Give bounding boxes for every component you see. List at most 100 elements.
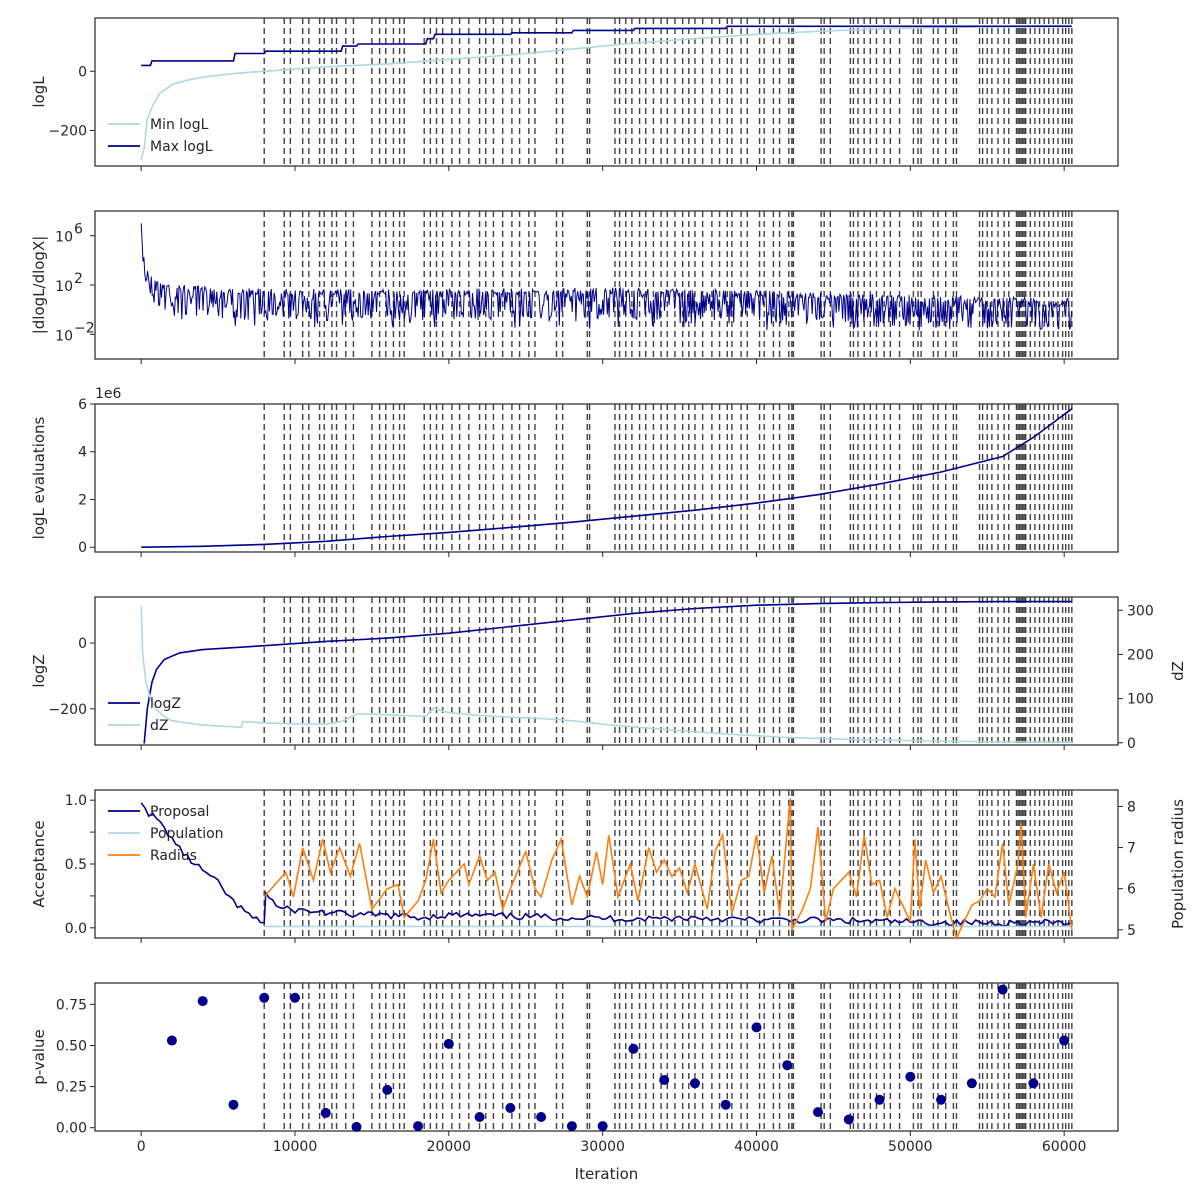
y-tick-label: 0.25 (56, 1080, 87, 1096)
data-point (936, 1094, 947, 1105)
data-point (505, 1102, 516, 1113)
x-tick-label: 0 (137, 1139, 146, 1155)
plot-frame (94, 789, 1119, 939)
panel-gradient: 10 610 210 −2|dlogL/dlogX| (30, 210, 1119, 364)
legend-label: Min logL (150, 117, 209, 133)
series-line (140, 802, 1073, 927)
data-point (228, 1099, 239, 1110)
y-tick-label: 10 (55, 279, 73, 295)
y-tick-label-right: 0 (1127, 736, 1136, 752)
y-tick-label: 2 (78, 492, 87, 508)
plot-frame (94, 210, 1119, 360)
y-axis-label-right: Population radius (1169, 799, 1187, 929)
series-line (140, 605, 1072, 743)
legend-label: dZ (150, 718, 168, 734)
y-tick-label: −200 (49, 702, 87, 718)
y-tick-label-right: 300 (1127, 603, 1154, 619)
y-axis-label: Acceptance (30, 820, 48, 907)
series-line (141, 25, 1072, 67)
x-tick-label: 30000 (580, 1139, 625, 1155)
y-tick-label: −200 (49, 123, 87, 139)
y-tick-label-right: 8 (1127, 799, 1136, 815)
offset-text: 1e6 (95, 386, 122, 402)
y-tick-label: 0.00 (56, 1121, 87, 1137)
x-tick-label: 40000 (734, 1139, 779, 1155)
panel-acceptance: 0.0 0.5 1.0 5 6 7 8 Acceptance Population radius… (30, 789, 1187, 943)
y-tick-label-right: 200 (1127, 647, 1154, 663)
y-tick-label: 0.5 (65, 857, 87, 873)
data-point (689, 1078, 700, 1089)
y-tick-exponent: 6 (74, 222, 83, 238)
series-line (141, 408, 1073, 548)
y-tick-label: 4 (78, 445, 87, 461)
legend-label: Proposal (150, 804, 209, 820)
data-point (874, 1094, 885, 1105)
data-point (782, 1060, 793, 1071)
data-point (813, 1107, 824, 1118)
y-tick-label: 0.0 (65, 921, 87, 937)
data-point (628, 1043, 639, 1054)
data-point (566, 1121, 577, 1132)
y-tick-label-right: 100 (1127, 692, 1154, 708)
y-tick-exponent: 2 (74, 271, 83, 287)
data-point (1059, 1035, 1070, 1046)
legend-label: Max logL (150, 139, 213, 155)
y-axis-label: logL (30, 76, 48, 108)
series-line (263, 798, 1073, 941)
y-tick-label: 6 (78, 397, 87, 413)
y-axis-label-right: dZ (1169, 661, 1187, 681)
data-point (905, 1071, 916, 1082)
data-point (536, 1112, 547, 1123)
data-point (966, 1078, 977, 1089)
y-tick-label: 0 (78, 64, 87, 80)
y-tick-label-right: 6 (1127, 882, 1136, 898)
x-axis-label: Iteration (575, 1165, 639, 1183)
panel-evaluations: 0 2 4 6 1e6 logL evaluations (30, 386, 1119, 557)
data-point (443, 1038, 454, 1049)
panel-pvalue: 0.00 0.25 0.50 0.75 p-value 0 10000 20000 30000 4… (30, 982, 1119, 1183)
data-point (1028, 1078, 1039, 1089)
plot-frame (94, 982, 1119, 1132)
series-line (140, 24, 1072, 161)
data-point (474, 1112, 485, 1123)
y-tick-exponent: −2 (74, 320, 95, 336)
y-tick-label: 0.75 (56, 997, 87, 1013)
legend-label: Radius (150, 848, 197, 864)
data-point (597, 1121, 608, 1132)
y-tick-label: 0.50 (56, 1038, 87, 1054)
legend-label: logZ (150, 696, 181, 712)
data-point (259, 992, 270, 1003)
plot-frame (94, 596, 1119, 746)
x-tick-label: 50000 (888, 1139, 933, 1155)
y-axis-label: logZ (30, 654, 48, 687)
y-tick-label: 10 (55, 328, 73, 344)
y-axis-label: |dlogL/dlogX| (30, 236, 48, 335)
legend-label: Population (150, 826, 224, 842)
y-tick-label: 10 (55, 230, 73, 246)
data-point (382, 1084, 393, 1095)
data-point (413, 1121, 424, 1132)
data-point (659, 1075, 670, 1086)
x-tick-label: 60000 (1042, 1139, 1087, 1155)
x-tick-label: 10000 (273, 1139, 318, 1155)
y-axis-label: logL evaluations (30, 416, 48, 539)
data-point (197, 996, 208, 1007)
data-point (320, 1107, 331, 1118)
data-point (997, 984, 1008, 995)
x-tick-label: 20000 (427, 1139, 472, 1155)
series-line (140, 223, 1072, 331)
y-tick-label: 0 (78, 636, 87, 652)
y-tick-label: 1.0 (65, 793, 87, 809)
data-point (751, 1022, 762, 1033)
data-point (289, 992, 300, 1003)
panel-logz: 0 −200 0 100 200 300 logZ dZ logZ dZ (30, 596, 1187, 752)
data-point (166, 1035, 177, 1046)
y-axis-label: p-value (30, 1029, 48, 1085)
y-tick-label-right: 5 (1127, 923, 1136, 939)
plot-frame (94, 17, 1119, 167)
data-point (351, 1121, 362, 1132)
plot-frame (94, 403, 1119, 553)
y-tick-label: 0 (78, 540, 87, 556)
